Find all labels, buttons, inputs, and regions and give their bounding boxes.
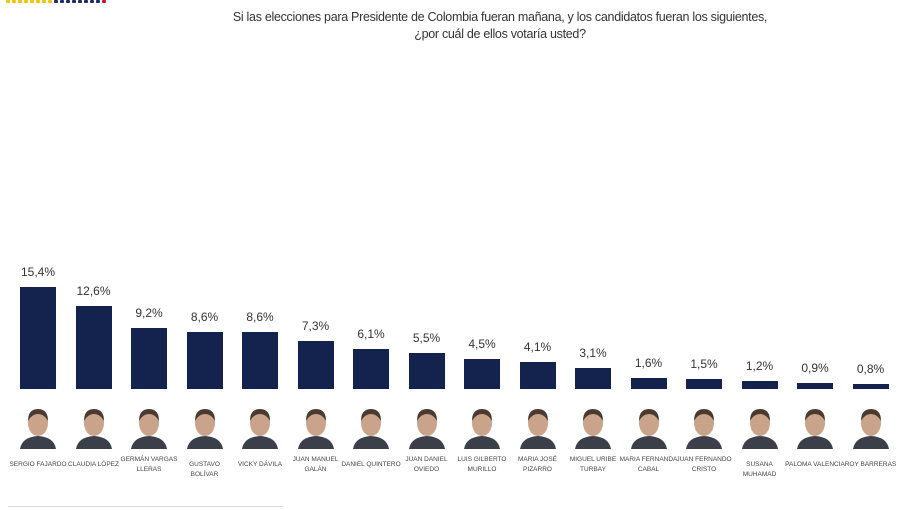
bar: [852, 383, 889, 389]
candidate-name: Miguel Uribe Turbay: [569, 456, 617, 473]
bar: [741, 381, 778, 389]
logo-dot: [84, 0, 88, 3]
data-label: 0,8%: [856, 361, 885, 376]
candidate-photo-icon: [519, 409, 556, 449]
candidate-photo-icon: [297, 409, 334, 449]
logo-dot: [30, 0, 34, 3]
candidate-photo-icon: [464, 409, 500, 449]
logo-dot: [78, 0, 82, 3]
logo-dots: [6, 0, 116, 4]
candidate-name: Maria Fernanda Cabal: [619, 456, 678, 473]
candidate-photo-icon: [630, 409, 667, 449]
logo-dot: [36, 0, 40, 3]
logo-dot: [12, 0, 16, 3]
data-label: 1,6%: [634, 356, 663, 371]
candidate-name: Susana Muhamad: [742, 461, 777, 478]
logo-dot: [72, 0, 76, 3]
data-label: 7,3%: [301, 318, 330, 333]
data-label: 4,5%: [468, 337, 496, 352]
data-label: 5,5%: [412, 330, 441, 345]
data-label: 12,6%: [76, 283, 111, 298]
candidate-photo-icon: [575, 409, 611, 449]
candidate-name: Juan Fernando Cristo: [676, 456, 732, 473]
bar: [20, 287, 56, 389]
logo-dot: [66, 0, 70, 3]
candidate-photo-icon: [686, 409, 722, 449]
chart-title: Si las elecciones para Presidente de Col…: [232, 10, 768, 41]
data-label: 4,1%: [523, 339, 552, 354]
bar: [408, 352, 445, 389]
candidate-name: Luis Gilberto Murillo: [457, 456, 507, 473]
candidate-photo-icon: [852, 409, 889, 449]
bar: [242, 332, 278, 389]
bar: [75, 305, 112, 389]
divider: [8, 506, 283, 507]
bar: [686, 379, 722, 389]
candidate-photo-icon: [20, 409, 56, 449]
candidate-photo-icon: [242, 409, 278, 449]
candidate-photo-icon: [131, 409, 167, 449]
logo-dot: [24, 0, 28, 3]
candidate-photo-icon: [75, 409, 112, 449]
bar: [575, 368, 611, 389]
data-label: 1,2%: [745, 359, 774, 374]
candidate-name: Daniel Quintero: [341, 461, 401, 468]
logo-dot: [90, 0, 94, 3]
bar: [353, 348, 389, 389]
candidate-name: Gustavo Bolívar: [189, 461, 220, 478]
logo-dot: [48, 0, 52, 3]
candidate-name: Claudia López: [68, 461, 119, 468]
candidate-photo-icon: [186, 409, 223, 449]
data-label: 3,1%: [579, 346, 607, 361]
logo-dot: [6, 0, 10, 3]
candidate-name: Juan Daniel Oviedo: [405, 456, 448, 473]
data-label: 9,2%: [135, 306, 163, 321]
data-label: 8,6%: [190, 310, 219, 325]
bar: [131, 328, 167, 389]
candidate-name: Juan Manuel Galán: [292, 456, 339, 473]
candidate-photo-icon: [797, 409, 833, 449]
data-label: 0,9%: [801, 361, 829, 376]
candidate-name: Sergio Fajardo: [9, 461, 67, 468]
data-label: 1,5%: [690, 357, 718, 372]
bar: [630, 378, 667, 389]
bar: [797, 383, 833, 389]
bar: [186, 332, 223, 389]
logo-dot: [96, 0, 100, 3]
logo-dot: [60, 0, 64, 3]
candidate-photo-icon: [408, 409, 445, 449]
data-label: 8,6%: [246, 310, 274, 325]
bar: [519, 361, 556, 389]
data-label: 15,4%: [20, 265, 56, 279]
candidate-name: Maria José Pizarro: [517, 456, 557, 473]
logo-dot: [18, 0, 22, 3]
logo-dot: [42, 0, 46, 3]
candidate-photo-icon: [353, 409, 389, 449]
logo-dot: [54, 0, 58, 3]
candidate-name: Paloma Valencia: [785, 461, 845, 468]
logo-dot: [102, 0, 106, 3]
bar: [464, 359, 500, 389]
candidate-photo-icon: [741, 409, 778, 449]
bar: [297, 340, 334, 389]
candidate-name: Roy Barreras: [844, 461, 897, 468]
candidate-name: Germán Vargas Lleras: [120, 456, 178, 473]
data-label: 6,1%: [357, 326, 385, 341]
candidate-name: Vicky Dávila: [237, 461, 283, 468]
